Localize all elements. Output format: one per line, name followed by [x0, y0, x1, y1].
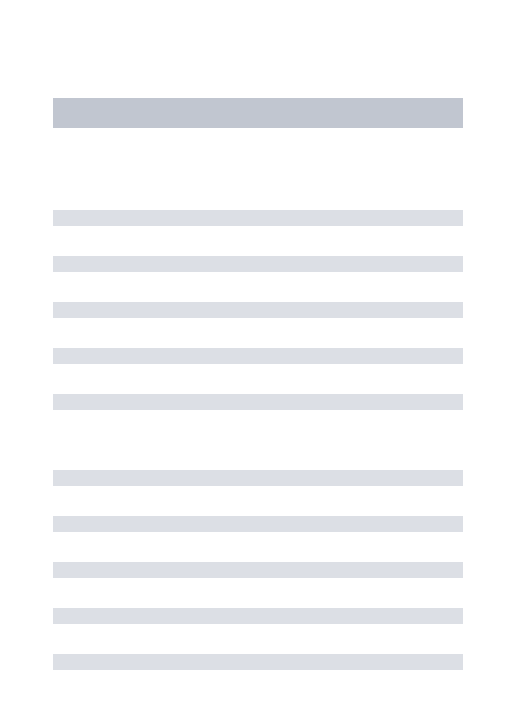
skeleton-line — [53, 470, 463, 486]
skeleton-line — [53, 608, 463, 624]
skeleton-line — [53, 394, 463, 410]
skeleton-line — [53, 516, 463, 532]
skeleton-line — [53, 210, 463, 226]
skeleton-line — [53, 562, 463, 578]
skeleton-group-gap — [53, 440, 463, 470]
skeleton-line — [53, 256, 463, 272]
skeleton-line — [53, 348, 463, 364]
skeleton-line — [53, 302, 463, 318]
skeleton-container — [0, 0, 516, 670]
skeleton-line — [53, 654, 463, 670]
skeleton-group-1 — [53, 210, 463, 410]
skeleton-title-bar — [53, 98, 463, 128]
skeleton-group-2 — [53, 470, 463, 670]
